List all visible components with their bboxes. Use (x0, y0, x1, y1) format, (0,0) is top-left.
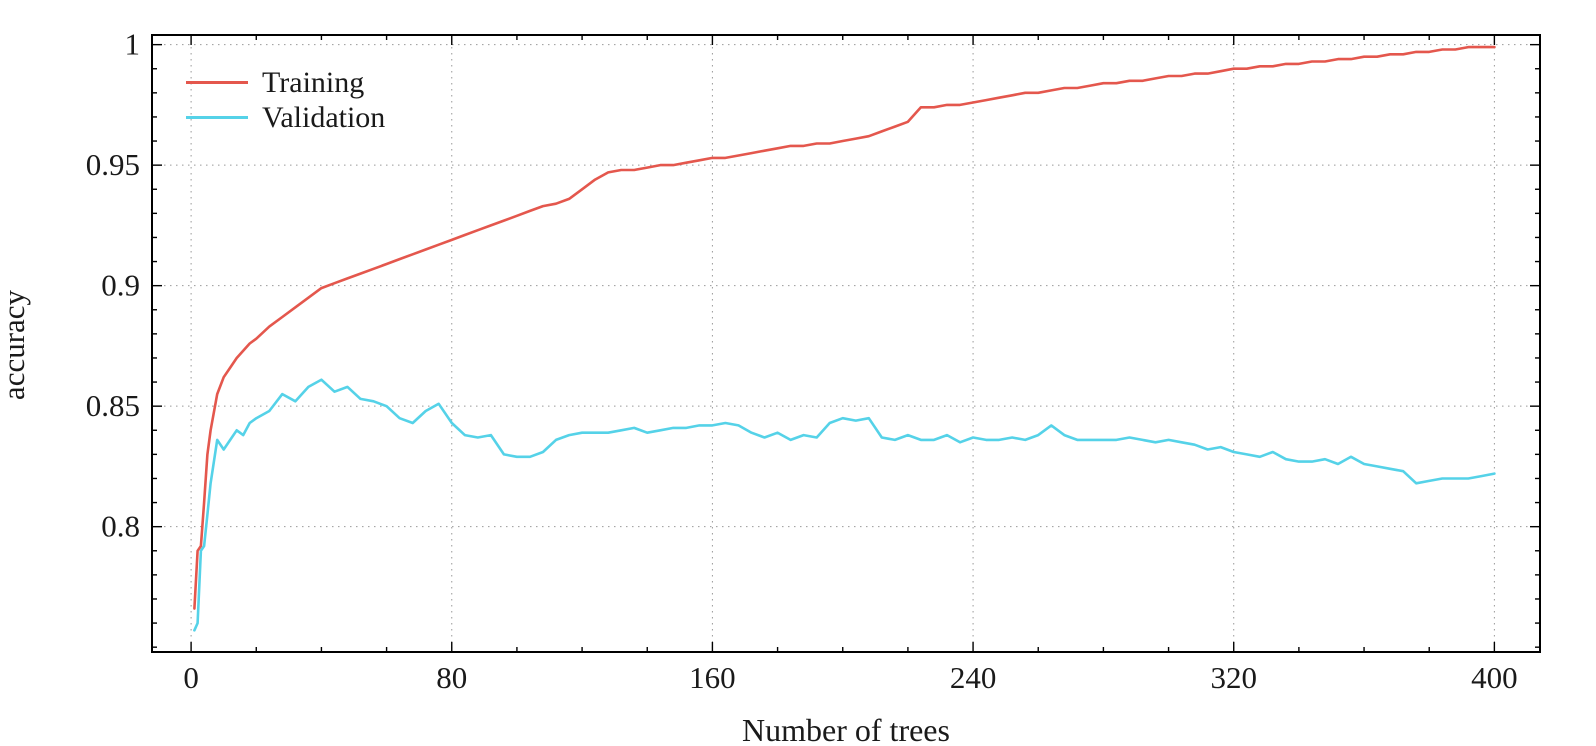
y-tick-label: 0.85 (86, 388, 140, 423)
y-tick-label: 1 (125, 27, 141, 62)
training-line-swatch (186, 81, 248, 84)
y-tick-label: 0.9 (101, 268, 140, 303)
validation-line (193, 378, 1496, 632)
x-tick-label: 240 (950, 660, 997, 695)
y-tick-label: 0.8 (101, 509, 140, 544)
x-tick-label: 0 (183, 660, 199, 695)
x-tick-label: 320 (1210, 660, 1257, 695)
chart-legend: Training Validation (186, 66, 385, 134)
x-tick-label: 400 (1471, 660, 1518, 695)
legend-label-training: Training (262, 65, 365, 99)
x-axis-label: Number of trees (742, 712, 950, 746)
x-tick-label: 160 (689, 660, 736, 695)
legend-label-validation: Validation (262, 100, 386, 134)
plot-border (151, 34, 1541, 653)
x-tick-label: 80 (436, 660, 467, 695)
y-axis-label: accuracy (0, 289, 31, 401)
legend-entry-training: Training (186, 66, 385, 99)
validation-line-swatch (186, 116, 248, 119)
legend-entry-validation: Validation (186, 101, 385, 134)
y-tick-label: 0.95 (86, 147, 140, 182)
training-line (193, 45, 1496, 610)
